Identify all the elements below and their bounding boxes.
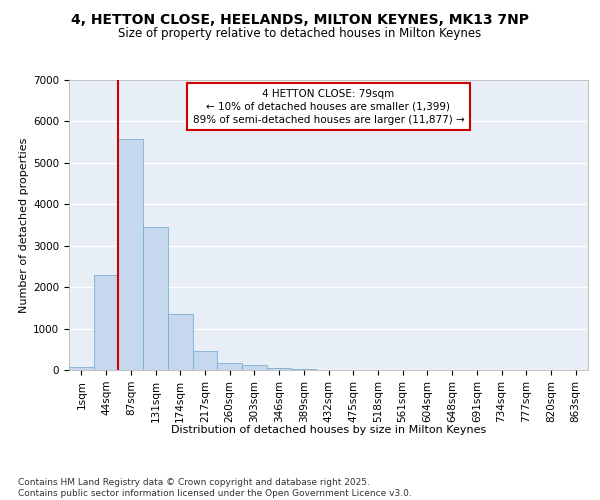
Bar xyxy=(94,274,118,370)
X-axis label: Distribution of detached houses by size in Milton Keynes: Distribution of detached houses by size … xyxy=(171,424,486,434)
Bar xyxy=(292,369,316,370)
Bar xyxy=(193,351,217,370)
Text: 4 HETTON CLOSE: 79sqm
← 10% of detached houses are smaller (1,399)
89% of semi-d: 4 HETTON CLOSE: 79sqm ← 10% of detached … xyxy=(193,88,464,125)
Bar xyxy=(267,368,292,370)
Bar xyxy=(217,363,242,370)
Text: 4, HETTON CLOSE, HEELANDS, MILTON KEYNES, MK13 7NP: 4, HETTON CLOSE, HEELANDS, MILTON KEYNES… xyxy=(71,12,529,26)
Bar xyxy=(118,139,143,370)
Text: Contains HM Land Registry data © Crown copyright and database right 2025.
Contai: Contains HM Land Registry data © Crown c… xyxy=(18,478,412,498)
Bar xyxy=(69,367,94,370)
Y-axis label: Number of detached properties: Number of detached properties xyxy=(19,138,29,312)
Bar xyxy=(143,227,168,370)
Bar xyxy=(242,365,267,370)
Text: Size of property relative to detached houses in Milton Keynes: Size of property relative to detached ho… xyxy=(118,28,482,40)
Bar xyxy=(168,314,193,370)
